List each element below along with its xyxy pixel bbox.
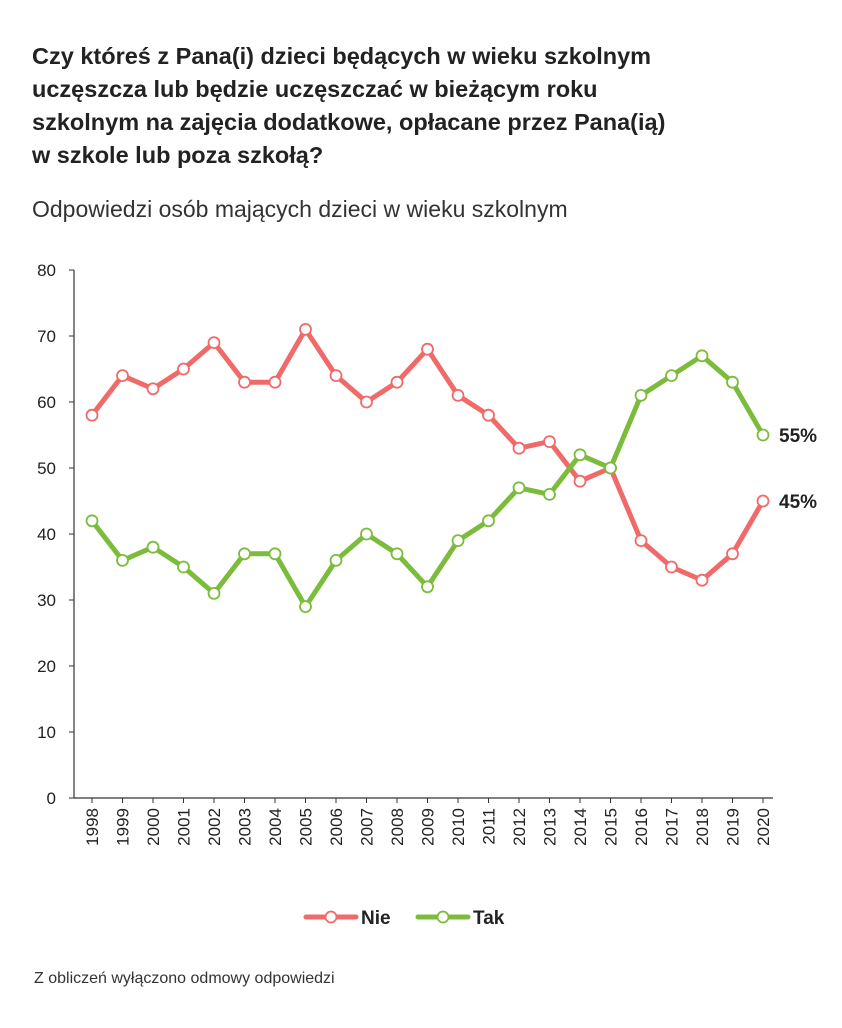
x-tick-label: 2009 <box>419 808 438 846</box>
data-point-nie <box>268 375 282 389</box>
x-tick-label: 2001 <box>175 808 194 846</box>
data-point-nie <box>573 474 587 488</box>
x-tick-label: 2005 <box>297 808 316 846</box>
x-tick-label: 2018 <box>693 808 712 846</box>
x-tick-label: 2008 <box>388 808 407 846</box>
data-point-nie <box>299 323 312 336</box>
data-point-tak <box>85 514 99 528</box>
data-point-tak <box>177 560 190 574</box>
data-point-nie <box>512 441 526 455</box>
y-tick-label: 40 <box>37 525 56 544</box>
data-point-tak <box>390 547 404 561</box>
data-point-tak <box>512 481 526 495</box>
y-tick-label: 20 <box>37 657 56 676</box>
x-tick-label: 2019 <box>724 808 743 846</box>
chart-subtitle: Odpowiedzi osób mających dzieci w wieku … <box>32 196 568 222</box>
data-point-tak <box>482 514 495 528</box>
data-point-nie <box>238 375 251 389</box>
title-line: Czy któreś z Pana(i) dzieci będących w w… <box>32 43 652 69</box>
data-point-nie <box>146 382 160 396</box>
y-tick-label: 60 <box>37 393 56 412</box>
x-tick-label: 2007 <box>358 808 377 846</box>
y-tick-label: 30 <box>37 591 56 610</box>
chart-title: Czy któreś z Pana(i) dzieci będących w w… <box>32 40 812 172</box>
title-line: szkolnym na zajęcia dodatkowe, opłacane … <box>32 109 666 135</box>
data-point-tak <box>634 388 648 402</box>
x-tick-label: 1998 <box>83 808 102 846</box>
x-tick-label: 2017 <box>663 808 682 846</box>
x-tick-label: 2011 <box>480 808 499 845</box>
data-point-tak <box>238 547 251 561</box>
data-point-nie <box>421 342 434 356</box>
y-tick-label: 70 <box>37 327 56 346</box>
y-tick-label: 80 <box>37 261 56 280</box>
data-point-tak <box>329 553 343 567</box>
legend-marker <box>436 910 450 924</box>
data-point-nie <box>85 408 99 422</box>
data-point-nie <box>695 573 709 587</box>
data-point-tak <box>543 487 556 501</box>
title-line: uczęszcza lub będzie uczęszczać w bieżąc… <box>32 76 598 102</box>
data-point-nie <box>634 534 648 548</box>
data-point-tak <box>756 428 770 442</box>
data-point-nie <box>482 408 495 422</box>
data-point-nie <box>329 369 343 382</box>
x-tick-label: 2010 <box>449 808 468 846</box>
data-point-tak <box>421 580 434 594</box>
data-point-tak <box>604 461 617 475</box>
y-tick-label: 0 <box>47 789 56 808</box>
x-tick-label: 2000 <box>144 808 163 846</box>
end-value-label: 55% <box>779 426 817 447</box>
series-line-nie <box>89 326 766 583</box>
data-point-tak <box>146 540 160 554</box>
data-point-tak <box>360 527 373 541</box>
data-point-tak <box>573 448 587 462</box>
x-tick-label: 2012 <box>510 808 529 846</box>
legend-marker <box>324 910 338 924</box>
data-point-tak <box>665 369 678 382</box>
data-point-tak <box>207 586 221 600</box>
data-point-tak <box>451 534 465 548</box>
data-point-tak <box>726 375 739 389</box>
x-tick-label: 2014 <box>571 808 590 846</box>
y-tick-label: 10 <box>37 723 56 742</box>
footnote: Z obliczeń wyłączono odmowy odpowiedzi <box>34 970 335 987</box>
data-point-nie <box>177 362 190 376</box>
data-point-nie <box>665 560 678 574</box>
x-tick-label: 2002 <box>205 808 224 846</box>
data-point-tak <box>299 600 312 614</box>
data-point-tak <box>695 349 709 363</box>
x-tick-label: 2013 <box>541 808 560 846</box>
x-tick-label: 2015 <box>602 808 621 846</box>
data-point-tak <box>268 547 282 561</box>
end-value-label: 45% <box>779 492 817 513</box>
data-point-nie <box>451 388 465 402</box>
data-point-nie <box>360 395 373 409</box>
legend-label: Tak <box>473 908 505 929</box>
data-point-nie <box>116 369 129 382</box>
data-point-nie <box>207 336 221 349</box>
x-tick-label: 2003 <box>236 808 255 846</box>
data-point-nie <box>756 494 770 508</box>
x-tick-label: 1999 <box>114 808 133 846</box>
data-point-nie <box>726 547 739 561</box>
data-point-nie <box>390 375 404 389</box>
x-tick-label: 2006 <box>327 808 346 846</box>
data-point-tak <box>116 553 129 567</box>
data-point-nie <box>543 435 556 449</box>
line-chart: 0 10 20 30 40 50 60 70 80 1998 1999 2000 2001 2002 200… <box>37 261 817 929</box>
y-tick-label: 50 <box>37 459 56 478</box>
title-line: w szkole lub poza szkołą? <box>32 142 324 168</box>
x-tick-label: 2016 <box>632 808 651 846</box>
x-tick-label: 2004 <box>266 808 285 846</box>
legend-label: Nie <box>361 908 391 929</box>
x-tick-label: 2020 <box>754 808 773 846</box>
series-line-tak <box>89 353 766 610</box>
